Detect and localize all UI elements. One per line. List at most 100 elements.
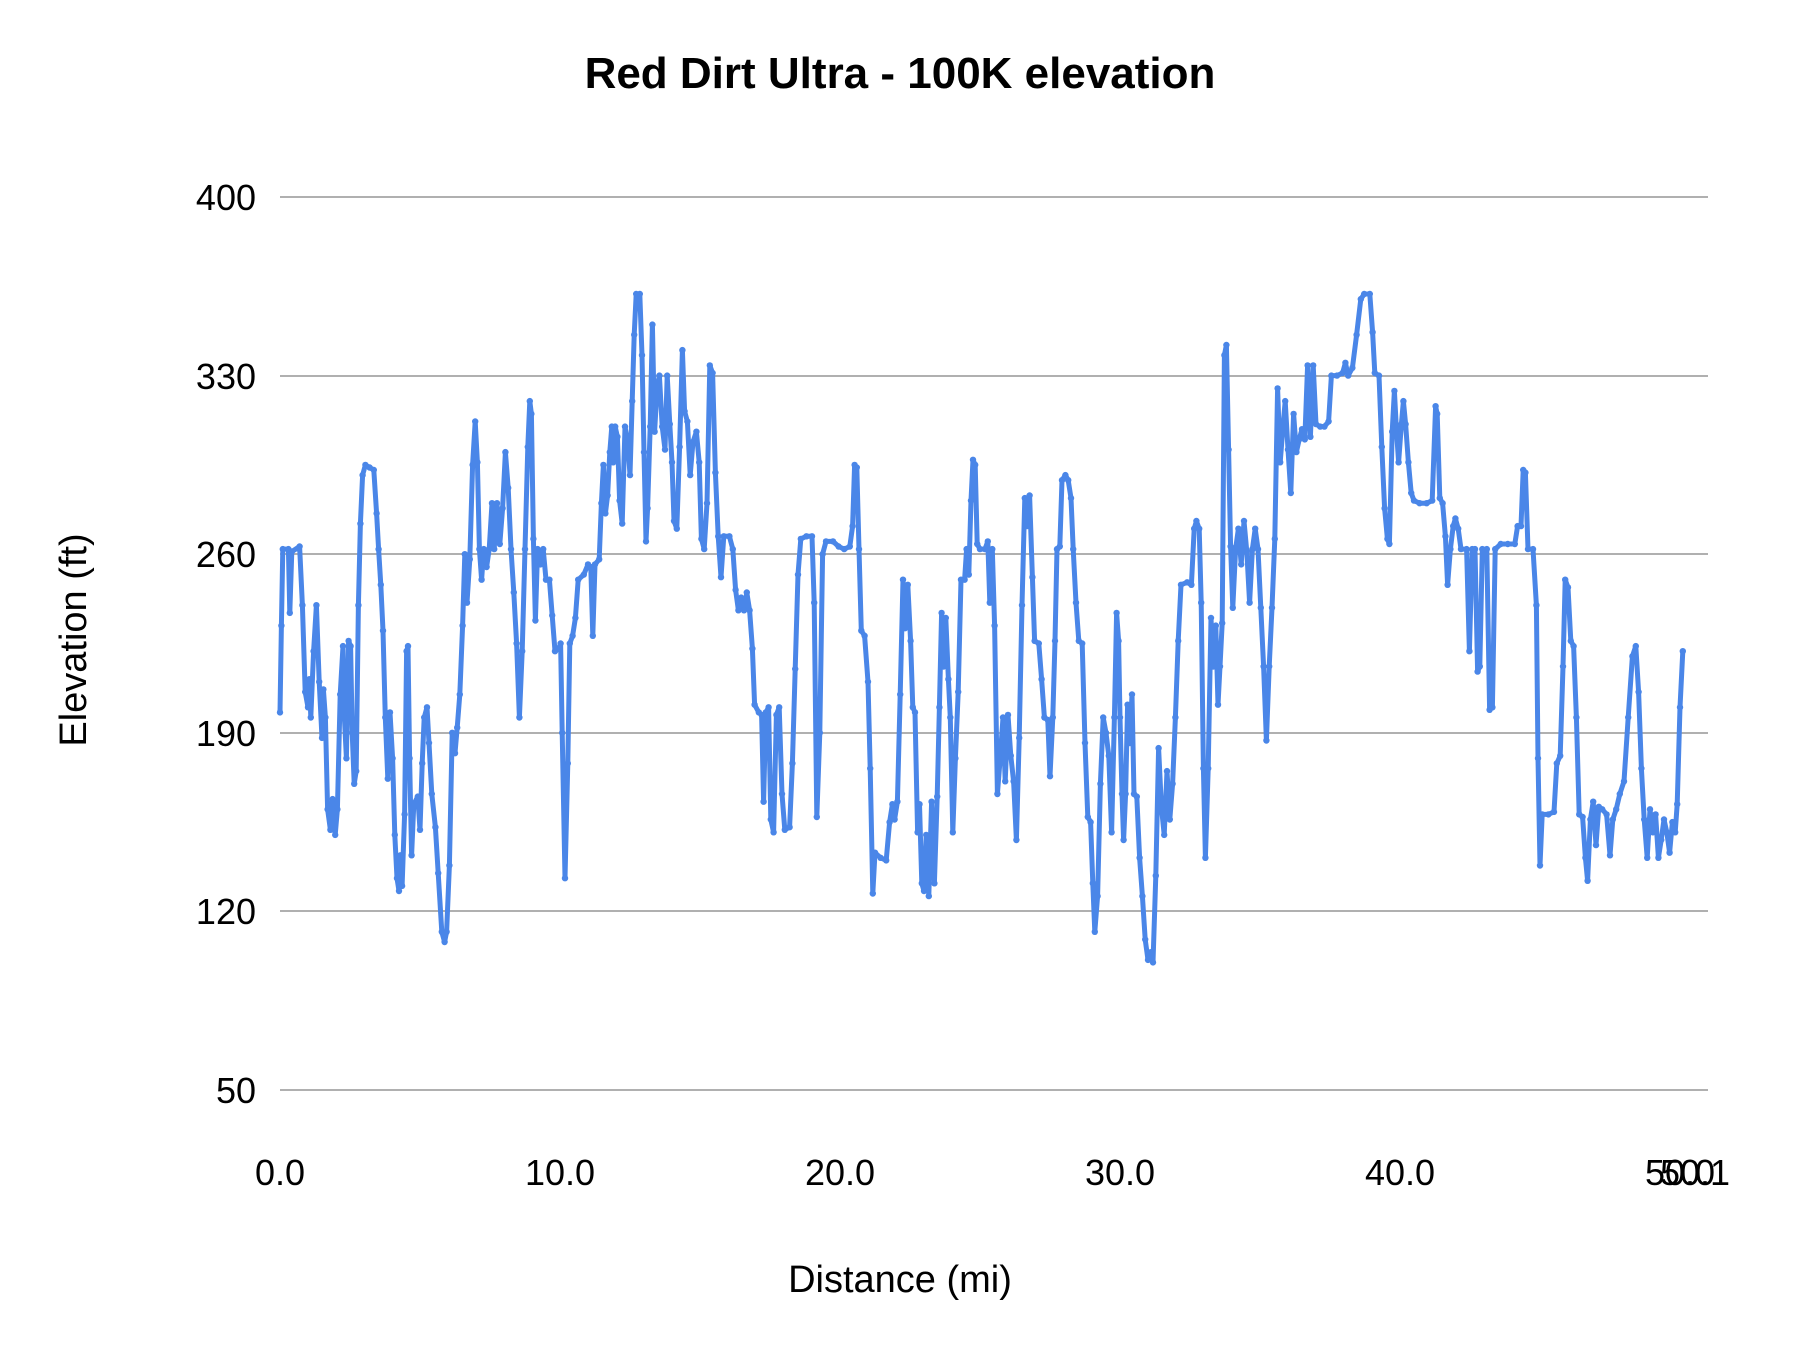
data-point-marker: [441, 938, 448, 946]
data-point-marker: [1450, 522, 1457, 530]
data-point-marker: [1328, 372, 1335, 379]
data-point-marker: [642, 538, 650, 545]
data-point-marker: [302, 688, 309, 696]
data-point-marker: [1023, 522, 1031, 530]
data-point-marker: [1533, 602, 1540, 609]
data-point-marker: [961, 576, 968, 583]
data-point-marker: [673, 525, 680, 532]
data-point-marker: [516, 714, 523, 721]
data-point-marker: [1416, 500, 1423, 507]
data-point-marker: [760, 798, 767, 805]
data-point-marker: [432, 824, 439, 831]
data-point-marker: [1207, 614, 1215, 622]
data-point-marker: [726, 533, 733, 540]
data-point-marker: [510, 589, 517, 596]
data-point-marker: [997, 755, 1004, 762]
data-point-marker: [1016, 734, 1023, 742]
data-point-marker: [598, 500, 605, 507]
data-point-marker: [307, 714, 314, 721]
data-point-marker: [377, 581, 384, 588]
y-axis-title: Elevation (ft): [53, 533, 95, 746]
data-point-marker: [1676, 704, 1684, 711]
data-point-marker: [952, 755, 959, 762]
y-tick-label: 330: [196, 356, 256, 397]
data-point-marker: [1405, 459, 1412, 466]
data-point-marker: [659, 423, 666, 430]
data-point-marker: [647, 423, 654, 430]
data-point-marker: [1672, 829, 1679, 836]
data-point-marker: [853, 464, 860, 471]
data-point-marker: [1277, 459, 1284, 466]
data-point-marker: [668, 459, 676, 466]
data-point-marker: [651, 428, 658, 435]
data-point-marker: [1124, 701, 1131, 708]
data-point-marker: [1511, 540, 1519, 548]
data-point-marker: [496, 540, 503, 548]
data-point-marker: [1660, 816, 1668, 823]
data-point-marker: [1504, 540, 1512, 548]
data-point-marker: [1191, 525, 1198, 532]
data-point-marker: [1287, 489, 1295, 497]
data-point-marker: [1013, 836, 1020, 844]
data-point-marker: [746, 607, 753, 614]
data-point-marker: [1120, 836, 1127, 844]
data-point-marker: [1263, 737, 1270, 744]
data-point-marker: [1161, 831, 1168, 839]
data-point-marker: [1393, 426, 1400, 433]
data-point-marker: [391, 831, 398, 839]
data-point-marker: [1557, 752, 1564, 759]
data-point-marker: [564, 760, 571, 767]
data-point-marker: [1097, 780, 1104, 787]
data-point-marker: [861, 632, 868, 639]
data-point-marker: [463, 599, 471, 606]
data-point-marker: [421, 714, 428, 721]
data-point-marker: [454, 724, 461, 731]
data-point-marker: [1111, 714, 1118, 721]
data-point-marker: [1221, 352, 1228, 359]
data-point-marker: [1225, 446, 1232, 453]
data-point-marker: [1029, 574, 1036, 581]
x-tick-label: 40.0: [1365, 1152, 1435, 1193]
data-point-marker: [849, 522, 856, 530]
data-point-marker: [1227, 543, 1234, 550]
data-point-marker: [279, 545, 286, 553]
data-point-marker: [1290, 410, 1297, 418]
data-point-marker: [1536, 862, 1544, 869]
data-point-marker: [1196, 525, 1203, 532]
data-point-marker: [1570, 642, 1577, 650]
data-point-marker: [1375, 372, 1383, 379]
data-point-marker: [1663, 829, 1671, 836]
data-point-marker: [923, 831, 930, 839]
data-point-marker: [1550, 808, 1558, 816]
data-point-marker: [384, 775, 391, 782]
data-point-marker: [1632, 642, 1640, 650]
data-point-marker: [278, 622, 285, 629]
data-point-marker: [631, 331, 638, 338]
data-point-marker: [969, 456, 977, 463]
data-point-marker: [1310, 362, 1317, 369]
data-point-marker: [1423, 500, 1430, 507]
data-point-marker: [296, 543, 303, 550]
data-point-marker: [606, 448, 613, 456]
chart-title: Red Dirt Ultra - 100K elevation: [585, 49, 1216, 98]
data-point-marker: [1152, 872, 1160, 879]
x-tick-label-overlap: 50.1: [1660, 1152, 1730, 1193]
data-point-marker: [1018, 602, 1026, 609]
x-tick-label: 30.0: [1085, 1152, 1155, 1193]
data-point-marker: [626, 471, 634, 479]
data-point-marker: [1296, 436, 1303, 443]
data-point-marker: [505, 484, 512, 492]
data-point-marker: [664, 372, 671, 379]
data-point-marker: [401, 811, 408, 818]
y-tick-label: 400: [196, 177, 256, 218]
data-point-marker: [877, 854, 884, 861]
data-point-marker: [1210, 663, 1217, 670]
data-point-marker: [1136, 854, 1143, 861]
data-point-marker: [920, 887, 928, 895]
data-point-marker: [353, 767, 360, 775]
data-point-marker: [1345, 372, 1352, 379]
data-point-marker: [1010, 778, 1017, 785]
data-point-marker: [1166, 816, 1174, 823]
data-point-marker: [897, 691, 904, 698]
data-point-marker: [1447, 545, 1454, 553]
